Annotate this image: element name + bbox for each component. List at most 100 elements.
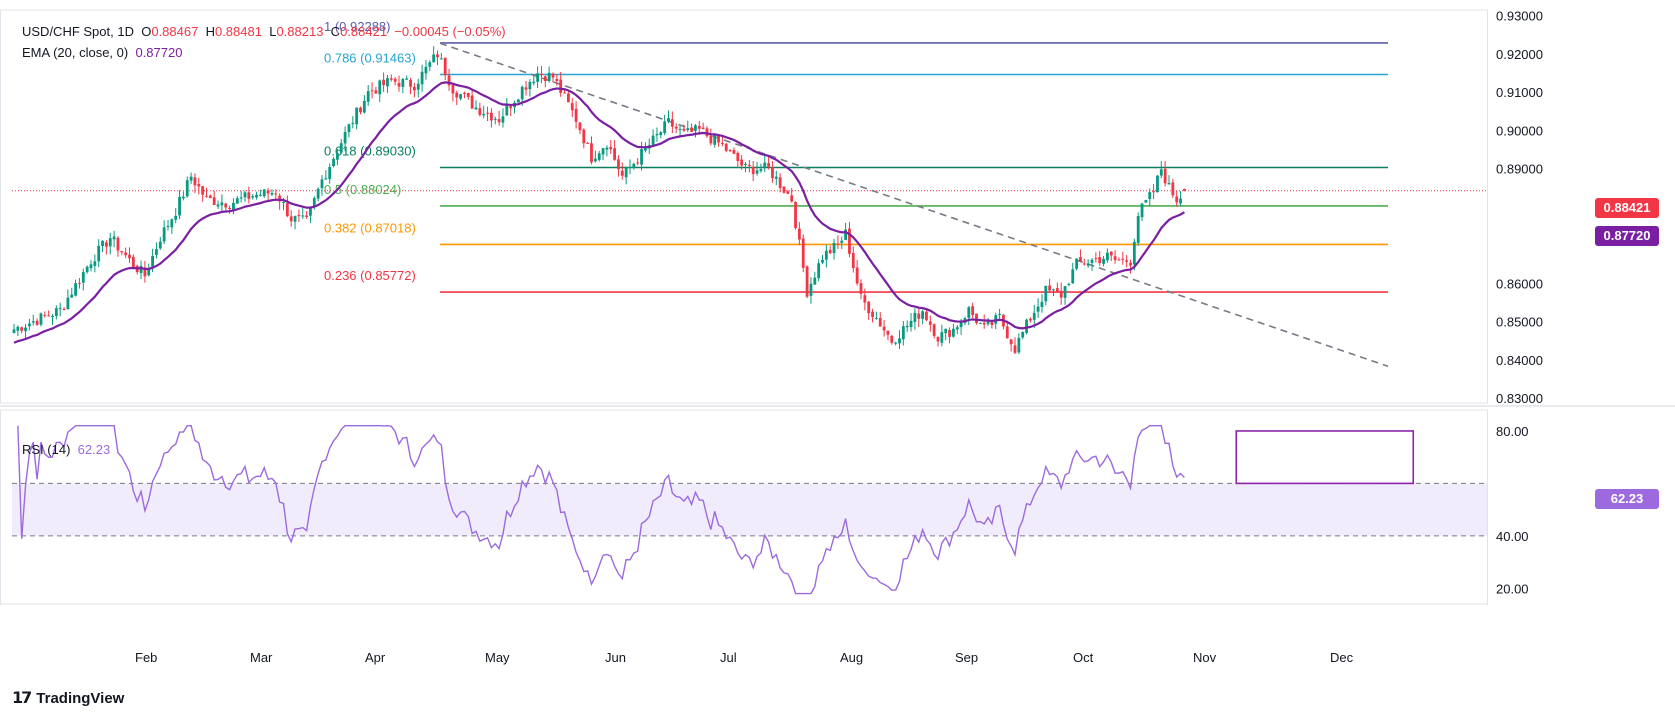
rsi-band xyxy=(12,483,1487,536)
candle-body-201 xyxy=(786,191,790,194)
candle-body-110 xyxy=(436,54,439,58)
candle-body-153 xyxy=(601,148,605,155)
candle-body-61 xyxy=(247,192,251,199)
candle-body-244 xyxy=(952,328,955,337)
candle-body-222 xyxy=(867,301,871,314)
rsi-tick-1: 40.00 xyxy=(1496,529,1529,544)
candle-body-38 xyxy=(158,241,162,249)
month-tick-4: Jun xyxy=(605,650,626,665)
candle-body-154 xyxy=(605,147,609,150)
symbol-title: USD/CHF Spot, 1D xyxy=(22,24,134,39)
candle-body-232 xyxy=(905,325,909,328)
candle-body-15 xyxy=(70,294,74,298)
rsi-highlight-box xyxy=(1235,430,1415,485)
fib-label-3: 0.5 (0.88024) xyxy=(324,182,401,197)
candle-body-27 xyxy=(116,237,120,251)
tradingview-brand[interactable]: 𝟭𝟳 TradingView xyxy=(12,688,124,708)
rsi-legend: RSI (14) 62.23 xyxy=(22,442,110,457)
candle-body-205 xyxy=(801,238,805,268)
candle-body-187 xyxy=(732,150,736,154)
candle-body-234 xyxy=(913,312,917,322)
candle-body-211 xyxy=(824,250,828,260)
candle-body-171 xyxy=(670,119,674,127)
candle-body-301 xyxy=(1171,182,1175,196)
candle-body-13 xyxy=(62,308,66,310)
candle-body-188 xyxy=(736,152,740,161)
candle-body-111 xyxy=(439,58,443,60)
candle-body-72 xyxy=(289,216,293,222)
candle-body-217 xyxy=(848,228,851,254)
candle-body-258 xyxy=(1005,326,1009,339)
candle-body-284 xyxy=(1106,252,1109,261)
candle-body-182 xyxy=(713,134,717,145)
candle-body-54 xyxy=(220,202,224,206)
candle-body-288 xyxy=(1121,258,1125,260)
candle-body-240 xyxy=(936,336,940,342)
candle-body-25 xyxy=(108,238,112,247)
price-tick-0: 0.93000 xyxy=(1496,9,1543,24)
candle-body-29 xyxy=(124,252,128,256)
candle-body-52 xyxy=(212,197,216,205)
candle-body-292 xyxy=(1136,216,1140,243)
candle-body-218 xyxy=(851,253,855,269)
candle-body-88 xyxy=(351,123,355,125)
candle-body-133 xyxy=(524,87,528,90)
candle-body-44 xyxy=(182,196,185,199)
candle-body-190 xyxy=(744,163,747,165)
ema-legend: EMA (20, close, 0) 0.87720 xyxy=(22,45,182,60)
candle-body-209 xyxy=(817,263,821,279)
candle-body-77 xyxy=(309,207,312,216)
candle-body-291 xyxy=(1132,241,1136,265)
candle-body-285 xyxy=(1109,251,1113,256)
candle-body-286 xyxy=(1113,256,1117,261)
candle-body-90 xyxy=(359,107,362,113)
candle-body-4 xyxy=(28,323,31,327)
month-tick-2: Apr xyxy=(365,650,386,665)
candle-body-129 xyxy=(509,106,513,109)
candle-body-236 xyxy=(921,311,924,319)
rsi-value: 62.23 xyxy=(77,442,111,457)
candle-body-229 xyxy=(894,342,898,344)
candle-body-167 xyxy=(655,133,659,136)
candle-body-85 xyxy=(339,143,343,153)
candle-body-198 xyxy=(774,176,778,179)
candle-body-19 xyxy=(85,266,89,273)
candle-body-183 xyxy=(717,135,720,143)
candle-body-207 xyxy=(809,283,813,296)
candle-body-152 xyxy=(597,153,601,160)
candle-body-23 xyxy=(101,240,104,246)
candle-body-231 xyxy=(901,326,905,340)
candle-body-148 xyxy=(582,129,586,144)
candle-body-172 xyxy=(674,126,678,129)
price-tick-5: 0.86000 xyxy=(1496,276,1543,291)
candle-body-41 xyxy=(170,219,174,228)
candle-body-200 xyxy=(782,186,786,193)
candle-body-66 xyxy=(266,190,270,194)
candle-body-86 xyxy=(343,131,347,144)
fib-label-5: 0.236 (0.85772) xyxy=(324,268,416,283)
month-tick-0: Feb xyxy=(135,650,157,665)
candle-body-270 xyxy=(1052,289,1055,291)
candle-body-131 xyxy=(516,99,520,103)
candle-body-96 xyxy=(382,79,385,86)
candle-body-146 xyxy=(574,108,578,122)
candle-body-193 xyxy=(755,170,759,174)
candle-body-20 xyxy=(89,264,93,269)
candles-group xyxy=(12,46,1186,355)
candle-body-55 xyxy=(224,203,228,208)
candle-body-204 xyxy=(798,228,801,240)
candle-body-300 xyxy=(1167,183,1171,185)
price-tick-4: 0.89000 xyxy=(1496,162,1543,177)
candle-body-135 xyxy=(532,81,536,84)
candle-body-121 xyxy=(478,108,482,115)
candle-body-145 xyxy=(570,103,574,111)
candle-body-289 xyxy=(1125,260,1129,262)
candle-body-248 xyxy=(967,307,971,318)
candle-body-53 xyxy=(216,204,220,207)
candle-body-3 xyxy=(24,327,27,332)
candle-body-263 xyxy=(1025,319,1028,333)
candle-body-21 xyxy=(93,261,97,266)
candle-body-176 xyxy=(690,127,693,132)
candle-body-281 xyxy=(1094,258,1098,260)
